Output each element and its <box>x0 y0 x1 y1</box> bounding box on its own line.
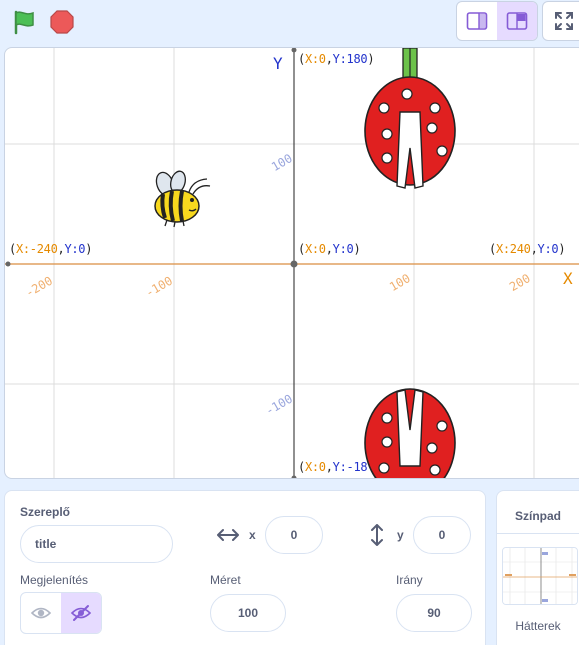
coord-label-top: (X:0,Y:180) <box>298 52 375 66</box>
coord-label-right: (X:240,Y:0) <box>489 242 566 256</box>
stage-size-toggle <box>456 1 538 41</box>
x-position-input[interactable]: 0 <box>265 516 323 554</box>
y-axis-label: Y <box>273 54 283 73</box>
fullscreen-button[interactable] <box>542 1 579 41</box>
small-stage-button[interactable] <box>457 2 497 40</box>
horizontal-arrows-icon <box>217 529 239 541</box>
ladybug-sprite-bottom[interactable] <box>364 388 456 479</box>
eye-slash-icon <box>71 605 92 621</box>
hide-sprite-button[interactable] <box>61 593 101 633</box>
green-flag-icon <box>14 10 34 35</box>
stop-button[interactable] <box>46 6 78 38</box>
backdrops-label: Hátterek <box>515 619 561 633</box>
normal-stage-button[interactable] <box>497 2 537 40</box>
fullscreen-icon <box>555 12 573 30</box>
direction-input[interactable]: 90 <box>396 594 472 632</box>
coord-label-left: (X:-240,Y:0) <box>9 242 93 256</box>
normal-stage-icon <box>506 12 528 30</box>
bee-sprite[interactable] <box>153 170 211 228</box>
sprite-info-panel: Szereplő title x 0 y 0 Megjelenítés Mére… <box>4 490 486 645</box>
stage-thumbnail-image <box>503 548 577 604</box>
green-flag-button[interactable] <box>8 6 40 38</box>
vertical-arrows-icon <box>371 524 383 546</box>
size-label: Méret <box>210 573 241 587</box>
eye-icon <box>30 607 51 619</box>
stage-canvas[interactable]: Y X (X:0,Y:180) (X:-240,Y:0) (X:0,Y:0) (… <box>4 47 579 479</box>
sprite-label: Szereplő <box>20 505 71 519</box>
stop-icon <box>50 10 74 34</box>
coord-label-bottom: (X:0,Y:-18 <box>298 460 368 474</box>
x-axis-label: X <box>563 269 573 288</box>
direction-label: Irány <box>396 573 423 587</box>
stage-thumbnail[interactable] <box>502 547 578 605</box>
x-label: x <box>249 528 256 542</box>
sprite-name-input[interactable]: title <box>20 525 173 563</box>
show-label: Megjelenítés <box>20 573 89 587</box>
small-stage-icon <box>466 12 488 30</box>
ladybug-sprite-top[interactable] <box>364 48 456 189</box>
size-input[interactable]: 100 <box>210 594 286 632</box>
show-sprite-button[interactable] <box>21 593 61 633</box>
stage-backdrop-grid <box>5 48 579 479</box>
y-label: y <box>397 528 404 542</box>
stage-selector-panel[interactable]: Színpad Hátterek <box>496 490 579 645</box>
visibility-toggle <box>20 592 102 634</box>
coord-label-center: (X:0,Y:0) <box>298 242 361 256</box>
stage-panel-title: Színpad <box>514 509 561 523</box>
y-position-input[interactable]: 0 <box>413 516 471 554</box>
